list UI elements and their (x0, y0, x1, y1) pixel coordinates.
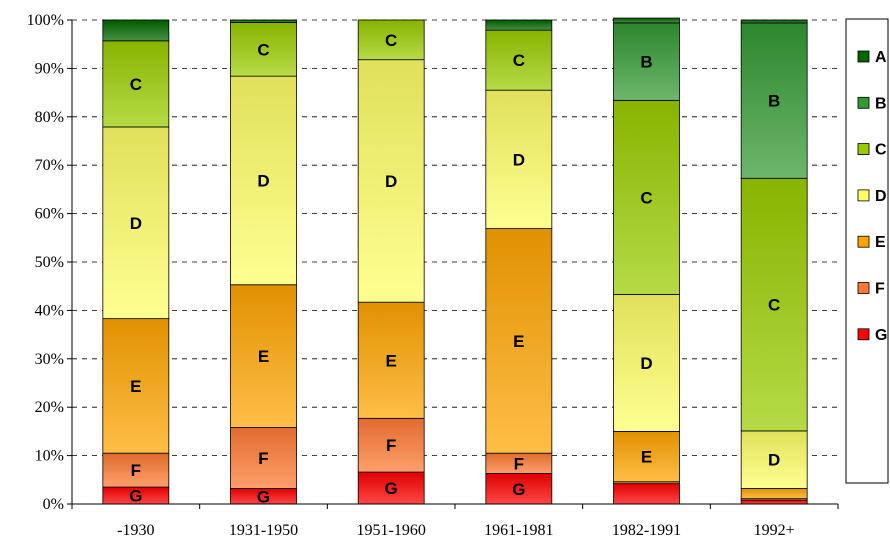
segment-label: B (768, 92, 780, 111)
segment-label: C (513, 51, 525, 70)
x-tick-label: 1961-1981 (484, 522, 553, 539)
legend-label-A: A (875, 49, 887, 66)
segment-label: C (130, 75, 142, 94)
y-tick-label: 60% (35, 206, 64, 223)
bar-1992+: D C B (740, 19, 808, 505)
bar-1931-1950: GF E D C (230, 19, 297, 506)
y-tick-label: 50% (35, 254, 64, 271)
segment-label: D (257, 171, 269, 190)
legend-label-G: G (875, 327, 887, 344)
bar-segment-A (613, 17, 680, 24)
bar-segment-D (102, 126, 170, 320)
bar-segment-F (102, 452, 170, 488)
segment-label: D (640, 354, 652, 373)
bar-segment-A (740, 19, 808, 24)
legend-box (845, 18, 889, 484)
y-tick-label: 40% (35, 302, 64, 319)
bar-segment-C (357, 19, 425, 61)
bar-segment-B (740, 22, 808, 179)
y-tick-label: 30% (35, 351, 64, 368)
y-tick-label: 10% (35, 448, 64, 465)
axes: 0% 10% 20% 30% 40% 50% 60% 70% 80% 90% 100% -1930 19… (27, 12, 839, 539)
bar-segment-D (613, 294, 680, 432)
legend-swatch-A (857, 50, 870, 63)
gridlines (72, 19, 838, 457)
bar-segment-D (230, 75, 297, 286)
bar-1982-1991: E D C B (613, 17, 680, 505)
segment-label: G (257, 487, 270, 506)
bar--1930: GF E D C (102, 19, 170, 506)
legend-label-C: C (875, 142, 887, 159)
y-tick-label: 20% (35, 399, 64, 416)
segment-label: E (641, 448, 652, 467)
segment-label: C (768, 296, 780, 315)
bar-segment-C (613, 99, 680, 295)
legend-swatch-B (857, 96, 870, 109)
bar-segment-E (102, 318, 170, 454)
legend-label-F: F (875, 281, 885, 298)
bar-segment-B (613, 22, 680, 101)
segment-label: D (768, 451, 780, 470)
segment-label: D (513, 150, 525, 169)
segment-label: G (385, 479, 398, 498)
y-tick-label: 0% (43, 496, 64, 513)
bar-segment-D (485, 89, 553, 230)
segment-label: D (385, 172, 397, 191)
bar-segment-D (740, 430, 808, 489)
bar-segment-D (357, 59, 425, 303)
segment-label: F (386, 436, 396, 455)
bar-segment-G (613, 483, 680, 505)
bar-segment-C (485, 29, 553, 91)
x-tick-label: 1992+ (754, 522, 795, 539)
bar-segment-G (485, 473, 553, 505)
bar-segment-A (230, 19, 297, 23)
segment-label: F (258, 449, 268, 468)
bar-1961-1981: GF E D C (485, 19, 553, 505)
legend-label-D: D (875, 188, 887, 205)
segment-label: C (640, 188, 652, 207)
y-tick-label: 90% (35, 60, 64, 77)
bar-1951-1960: G F E D C (357, 19, 425, 505)
legend-swatch-C (857, 143, 870, 156)
segment-label: F (514, 454, 524, 473)
legend-swatch-F (857, 282, 870, 294)
segment-label: E (130, 377, 141, 396)
bar-segment-G (740, 499, 808, 505)
bar-segment-A (485, 19, 553, 31)
legend-swatch-D (857, 189, 870, 202)
segment-label: G (512, 480, 525, 499)
segment-label: D (130, 214, 142, 233)
segment-label: E (258, 347, 269, 366)
segment-label: C (385, 31, 397, 50)
bar-segment-C (740, 177, 808, 432)
bar-segment-E (485, 228, 553, 454)
x-tick-label: 1951-1960 (357, 522, 426, 539)
y-tick-label: 70% (35, 157, 64, 174)
segment-label: E (385, 351, 396, 370)
legend-swatch-E (857, 235, 870, 248)
segment-label: F (131, 461, 141, 480)
segment-label: G (129, 487, 142, 506)
segment-label: C (257, 40, 269, 59)
bar-segment-F (357, 417, 425, 473)
segment-label: E (513, 332, 524, 351)
bar-segment-E (230, 284, 297, 428)
legend-label-E: E (875, 234, 886, 251)
x-tick-label: 1982-1991 (612, 522, 681, 539)
legend-label-B: B (875, 95, 887, 112)
y-tick-label: 100% (27, 12, 64, 29)
segment-label: B (640, 53, 652, 72)
legend: A B C D E F G (845, 18, 889, 484)
bar-segment-C (102, 40, 170, 128)
legend-swatch-G (857, 328, 870, 341)
bar-segment-E (740, 488, 808, 500)
y-tick-label: 80% (35, 109, 64, 126)
x-tick-label: -1930 (117, 522, 154, 539)
bar-segment-A (102, 19, 170, 42)
x-tick-label: 1931-1950 (229, 522, 298, 539)
